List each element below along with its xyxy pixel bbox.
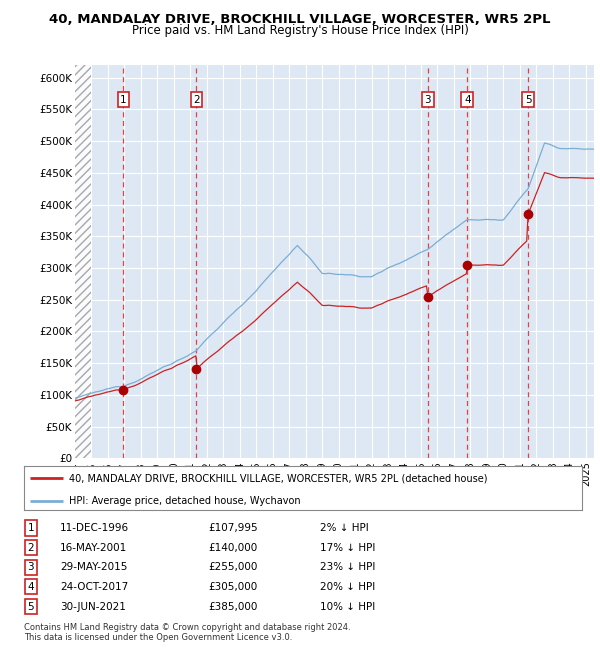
Bar xyxy=(75,65,91,458)
Text: 2% ↓ HPI: 2% ↓ HPI xyxy=(320,523,368,533)
Text: 3: 3 xyxy=(28,562,34,572)
Text: 1: 1 xyxy=(28,523,34,533)
Text: 5: 5 xyxy=(28,601,34,612)
Text: 2: 2 xyxy=(28,543,34,552)
Text: £107,995: £107,995 xyxy=(208,523,258,533)
Text: £255,000: £255,000 xyxy=(208,562,257,572)
Text: Contains HM Land Registry data © Crown copyright and database right 2024.: Contains HM Land Registry data © Crown c… xyxy=(24,623,350,632)
Text: £140,000: £140,000 xyxy=(208,543,257,552)
Text: 23% ↓ HPI: 23% ↓ HPI xyxy=(320,562,375,572)
Text: HPI: Average price, detached house, Wychavon: HPI: Average price, detached house, Wych… xyxy=(68,495,300,506)
Text: 40, MANDALAY DRIVE, BROCKHILL VILLAGE, WORCESTER, WR5 2PL (detached house): 40, MANDALAY DRIVE, BROCKHILL VILLAGE, W… xyxy=(68,473,487,484)
Text: 2: 2 xyxy=(193,95,200,105)
Text: 4: 4 xyxy=(28,582,34,592)
Text: 11-DEC-1996: 11-DEC-1996 xyxy=(60,523,130,533)
Text: 29-MAY-2015: 29-MAY-2015 xyxy=(60,562,128,572)
Text: 20% ↓ HPI: 20% ↓ HPI xyxy=(320,582,375,592)
Text: 24-OCT-2017: 24-OCT-2017 xyxy=(60,582,128,592)
Text: 17% ↓ HPI: 17% ↓ HPI xyxy=(320,543,375,552)
Text: £305,000: £305,000 xyxy=(208,582,257,592)
Text: 3: 3 xyxy=(424,95,431,105)
Text: 5: 5 xyxy=(525,95,532,105)
Text: 16-MAY-2001: 16-MAY-2001 xyxy=(60,543,128,552)
Text: Price paid vs. HM Land Registry's House Price Index (HPI): Price paid vs. HM Land Registry's House … xyxy=(131,24,469,37)
Text: 10% ↓ HPI: 10% ↓ HPI xyxy=(320,601,375,612)
Text: 1: 1 xyxy=(120,95,127,105)
Text: This data is licensed under the Open Government Licence v3.0.: This data is licensed under the Open Gov… xyxy=(24,633,292,642)
Text: £385,000: £385,000 xyxy=(208,601,257,612)
Text: 40, MANDALAY DRIVE, BROCKHILL VILLAGE, WORCESTER, WR5 2PL: 40, MANDALAY DRIVE, BROCKHILL VILLAGE, W… xyxy=(49,13,551,26)
Text: 4: 4 xyxy=(464,95,470,105)
Text: 30-JUN-2021: 30-JUN-2021 xyxy=(60,601,126,612)
